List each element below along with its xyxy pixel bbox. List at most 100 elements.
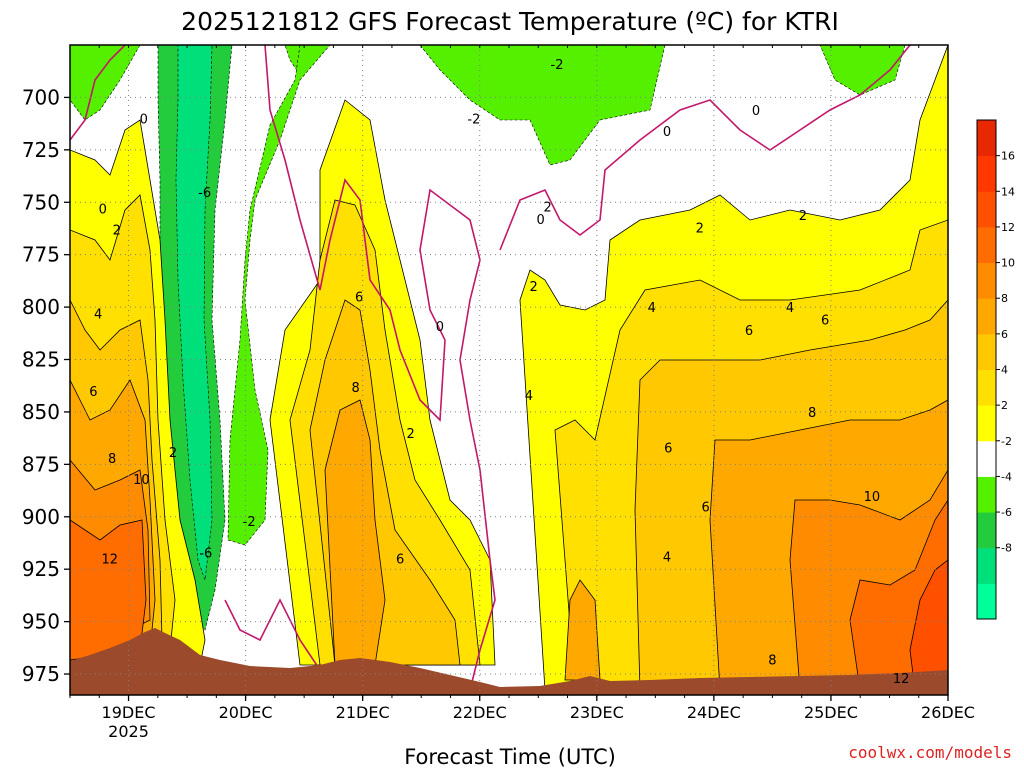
colorbar-swatch — [977, 512, 996, 549]
y-tick-label: 775 — [22, 243, 60, 267]
y-tick-label: 925 — [22, 557, 60, 581]
y-tick-label: 825 — [22, 348, 60, 372]
x-tick-label: 23DEC — [570, 703, 624, 722]
contour-label: 4 — [94, 307, 102, 322]
contour-label: 0 — [436, 320, 444, 335]
colorbar-label: 4 — [1001, 364, 1008, 377]
y-tick-label: 950 — [22, 610, 60, 634]
x-tick-label: 19DEC — [102, 703, 156, 722]
credit-text: coolwx.com/models — [848, 743, 1012, 762]
contour-label: 6 — [702, 500, 710, 515]
colorbar-swatch — [977, 405, 996, 442]
colorbar-swatch — [977, 440, 996, 477]
y-tick-label: 850 — [22, 400, 60, 424]
contour-label: 4 — [786, 301, 794, 316]
colorbar-swatch — [977, 333, 996, 370]
contour-label: 6 — [745, 324, 753, 339]
x-axis-label: Forecast Time (UTC) — [404, 745, 616, 768]
contour-label: 0 — [536, 213, 544, 228]
colorbar-swatch — [977, 476, 996, 513]
colorbar-label: -6 — [1001, 506, 1012, 519]
contour-label: -6 — [199, 546, 212, 561]
cold-column-deep — [175, 45, 213, 581]
colorbar-label: -4 — [1001, 470, 1012, 483]
y-tick-label: 975 — [22, 662, 60, 686]
y-tick-label: 900 — [22, 505, 60, 529]
contour-label: 2 — [407, 427, 415, 442]
freezing-line-1 — [70, 45, 126, 141]
colorbar-swatch — [977, 262, 996, 299]
contour-label: 6 — [821, 314, 829, 329]
contour-label: 0 — [752, 104, 760, 119]
contour-label: 6 — [664, 442, 672, 457]
colorbar-swatch — [977, 369, 996, 406]
contour-label: 10 — [133, 473, 150, 488]
contour-label: 2 — [543, 200, 551, 215]
freezing-lines — [70, 45, 911, 691]
colorbar-label: 16 — [1001, 150, 1015, 163]
contour-label: 2 — [113, 224, 121, 239]
y-tick-label: 725 — [22, 138, 60, 162]
cold-air-top — [419, 45, 666, 166]
terrain-surface — [70, 628, 948, 695]
x-tick-label: 21DEC — [336, 703, 390, 722]
contour-label: 0 — [663, 125, 671, 140]
contour-label: 6 — [355, 291, 363, 306]
x-tick-label: 24DEC — [687, 703, 741, 722]
freezing-line-3 — [499, 45, 911, 251]
colorbar-swatch — [977, 583, 996, 620]
contour-label: 8 — [108, 452, 116, 467]
contour-label: 0 — [99, 203, 107, 218]
contour-label: 4 — [663, 551, 671, 566]
contour-label: 10 — [864, 490, 881, 505]
y-axis: 700 725 750 775 800 825 850 875 900 925 950 975 — [22, 85, 70, 686]
colorbar-label: 2 — [1001, 399, 1008, 412]
contour-label: 12 — [893, 672, 910, 687]
colorbar-swatch — [977, 226, 996, 264]
x-tick-label: 20DEC — [219, 703, 273, 722]
contour-label: 2 — [696, 221, 704, 236]
y-tick-label: 700 — [22, 85, 60, 109]
contour-label: 8 — [768, 653, 776, 668]
cold-air-right — [819, 45, 906, 96]
colorbar-label: 8 — [1001, 292, 1008, 305]
grid-lines — [70, 45, 948, 695]
x-tick-label: 25DEC — [804, 703, 858, 722]
colorbar-swatch — [977, 155, 996, 192]
temperature-fill — [70, 45, 948, 695]
y-tick-label: 875 — [22, 452, 60, 476]
freezing-line-2 — [264, 45, 496, 691]
colorbar-label: -8 — [1001, 542, 1012, 555]
contour-label: 4 — [648, 301, 656, 316]
contour-label: 4 — [525, 389, 533, 404]
y-tick-label: 750 — [22, 190, 60, 214]
cold-air-left — [70, 45, 141, 121]
contour-label: 6 — [396, 553, 404, 568]
colorbar: 16 14 12 10 8 6 4 2 -2 -4 -6 -8 — [976, 119, 1015, 620]
colorbar-swatch — [977, 120, 996, 157]
contour-label: 6 — [89, 385, 97, 400]
contour-label: -2 — [243, 515, 256, 530]
contour-label: 12 — [102, 553, 119, 568]
x-tick-sublabel: 2025 — [108, 722, 149, 741]
colorbar-swatch — [977, 298, 996, 335]
contour-label: -2 — [551, 58, 564, 73]
contour-label: 8 — [352, 381, 360, 396]
contour-label: -2 — [467, 112, 480, 127]
colorbar-swatch — [977, 547, 996, 584]
colorbar-swatch — [977, 191, 996, 228]
contour-label: 2 — [169, 446, 177, 461]
contour-label: -6 — [198, 186, 211, 201]
chart-title: 2025121812 GFS Forecast Temperature (ºC)… — [181, 7, 839, 36]
colorbar-label: -2 — [1001, 435, 1012, 448]
contour-label: 2 — [529, 280, 537, 295]
colorbar-label: 6 — [1001, 328, 1008, 341]
colorbar-label: 14 — [1001, 185, 1015, 198]
colorbar-label: 12 — [1001, 221, 1015, 234]
contour-label: 2 — [799, 209, 807, 224]
contour-label: 0 — [140, 112, 148, 127]
colorbar-label: 10 — [1001, 257, 1015, 270]
